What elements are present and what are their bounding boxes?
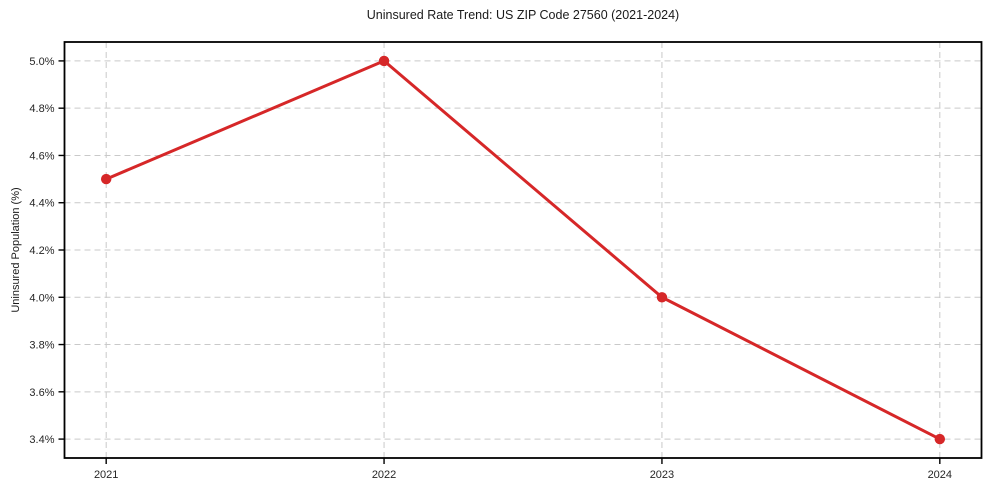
- y-tick-label: 4.6%: [29, 150, 54, 162]
- x-tick-label: 2024: [928, 469, 952, 481]
- y-tick-label: 3.6%: [29, 387, 54, 399]
- data-point-marker: [378, 55, 390, 67]
- y-tick-label: 5.0%: [29, 56, 54, 68]
- y-tick-label: 4.4%: [29, 198, 54, 210]
- trend-line: [104, 59, 942, 441]
- data-point-marker: [934, 433, 946, 445]
- y-tick-label: 4.2%: [29, 245, 54, 257]
- y-tick-label: 3.4%: [29, 434, 54, 446]
- x-tick-label: 2022: [372, 469, 396, 481]
- x-tick-label: 2023: [650, 469, 674, 481]
- chart-title: Uninsured Rate Trend: US ZIP Code 27560 …: [366, 8, 680, 22]
- y-tick-label: 4.8%: [29, 103, 54, 115]
- data-point-marker: [100, 173, 112, 185]
- x-tick-label: 2021: [94, 469, 118, 481]
- data-point-marker: [656, 292, 668, 303]
- y-tick-label: 4.0%: [29, 292, 54, 304]
- y-tick-label: 3.8%: [29, 340, 54, 352]
- plot-border: [63, 41, 983, 459]
